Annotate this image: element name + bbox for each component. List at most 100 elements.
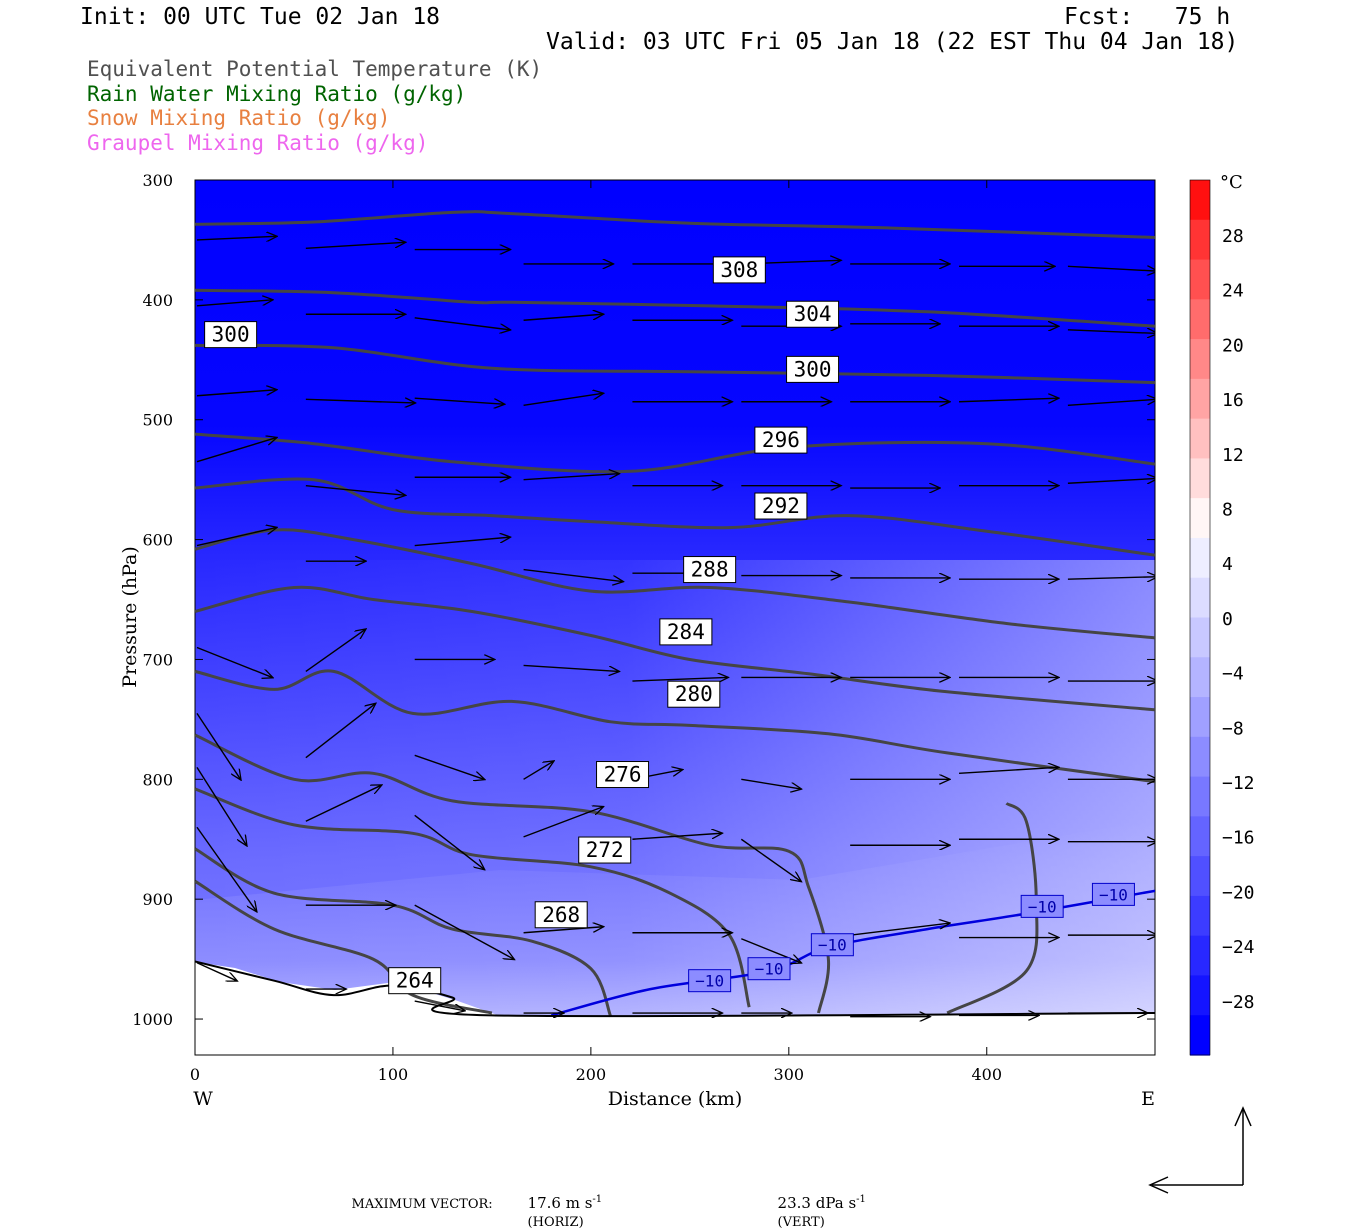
wind-vector [523,474,619,481]
wind-vector [1067,266,1155,271]
colorbar-tick-label: −28 [1222,992,1255,1013]
colorbar-segment [1190,259,1210,300]
theta-e-contour-296 [195,432,1155,474]
colorbar-tick-label: −12 [1222,773,1255,794]
isotherm-label-box [1091,882,1135,906]
isotherm-label: −10 [695,972,724,991]
colorbar-segment [1190,736,1210,778]
isotherm-label: −10 [818,936,847,955]
terrain-line [195,960,1155,1018]
isotherm-label-box [1020,894,1064,918]
wind-vector [958,767,1058,775]
colorbar-segment [1190,219,1210,261]
horiz-value: 17.6 m s [527,1194,593,1212]
contour-label-box [667,680,721,708]
contour-label-box [683,556,737,584]
colorbar-tick-label: −16 [1222,828,1255,849]
wind-vector [305,785,381,822]
legend-snow: Snow Mixing Ratio (g/kg) [87,106,391,130]
colorbar-tick-label: 28 [1222,226,1244,247]
x-tick-label: 0 [190,1065,200,1084]
wind-vector [523,314,603,321]
wind-vector [414,754,484,779]
theta-e-contour-276 [195,733,831,1014]
contour-label-box [204,321,258,349]
wind-vector [523,807,603,838]
wind-vector [740,838,800,881]
x-tick-label: 400 [971,1065,1002,1084]
contour-label-288: 288 [691,558,729,582]
x-tick-label: 100 [378,1065,409,1084]
colorbar-segment [1190,657,1210,698]
theta-e-contour-308 [195,210,1155,239]
wind-vector [632,677,727,681]
forecast-hour: Fcst: 75 h [1064,4,1231,30]
wind-vector [414,904,514,959]
valid-time: Valid: 03 UTC Fri 05 Jan 18 (22 EST Thu … [546,29,1239,55]
wind-vector [850,923,949,936]
wind-vector [196,300,272,307]
axis-ticks: 0 100 200 300 400 300 400 500 600 700 800 900 1000 [132,171,1155,1084]
horiz-tag: (HORIZ) [527,1215,584,1230]
colorbar-segment [1190,975,1210,1016]
contour-label-276: 276 [604,763,642,787]
theta-e-contour-284 [195,585,1155,712]
contour-label-box [786,300,840,328]
wind-vector [196,962,237,981]
wind-vector [523,664,619,671]
wind-vector [196,528,276,547]
colorbar-segment [1190,537,1210,579]
colorbar: 28 24 20 16 12 8 4 0 −4 −8 −12 −16 −20 −24 −28 [1189,179,1255,1056]
contour-label-272: 272 [586,838,624,862]
contour-label-264: 264 [396,969,434,993]
colorbar-tick-label: 0 [1222,609,1233,630]
colorbar-segment [1190,1015,1210,1056]
contour-labels: 308 304 300 296 292 288 284 280 276 272 268 264 300 −… [204,256,1135,995]
wind-vector [414,537,510,547]
colorbar-tick-label: 16 [1222,390,1244,411]
colorbar-unit: °C [1220,172,1243,193]
isotherm-label-box [688,969,732,993]
colorbar-segment [1190,378,1210,420]
contour-label-box [754,426,808,454]
colorbar-segment [1190,418,1210,460]
contour-label-280: 280 [675,682,713,706]
y-tick-label: 900 [142,890,173,909]
colorbar-tick-label: 24 [1222,281,1244,302]
reference-vector [1148,1106,1252,1194]
wind-vector [305,484,405,496]
colorbar-segment [1190,617,1210,658]
wind-vector [414,317,510,330]
y-tick-label: 400 [142,291,173,310]
y-tick-label: 800 [142,770,173,789]
wind-vector [523,761,554,780]
theta-e-contour-300 [195,343,1155,385]
wind-vector [1067,330,1155,334]
wind-vector [196,438,276,463]
wind-vector [414,397,504,404]
contour-label-304: 304 [794,302,832,326]
colorbar-segment [1190,895,1210,937]
west-label: W [193,1088,213,1110]
theta-e-contour-264 [195,879,493,1015]
wind-vector [1067,478,1155,483]
colorbar-tick-label: 20 [1222,335,1244,356]
wind-vector [1067,399,1155,407]
wind-vector [196,713,241,779]
theta-e-contour-288 [195,528,1155,640]
isotherm-label-box [747,957,791,981]
terrain-surface [195,960,1155,1018]
theta-e-contour-304 [195,288,1155,328]
contour-label-box [786,355,840,383]
y-axis-title: Pressure (hPa) [119,546,141,688]
temperature-shading [195,180,1155,1055]
isotherm-label-box [810,933,854,957]
contour-label-box [659,618,713,646]
wind-vector [523,927,603,934]
legend-rain-water: Rain Water Mixing Ratio (g/kg) [87,82,467,106]
isotherm-label: −10 [1028,897,1057,916]
colorbar-segment [1190,299,1210,340]
y-tick-label: 500 [142,411,173,430]
max-vector-label: MAXIMUM VECTOR: [351,1197,493,1212]
colorbar-tick-label: −8 [1222,718,1244,739]
